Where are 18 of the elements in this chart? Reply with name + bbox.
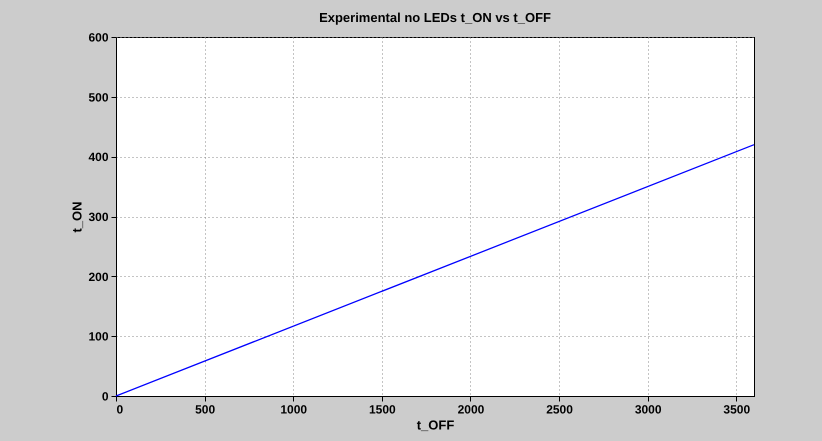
x-axis-title: t_OFF bbox=[416, 418, 454, 432]
x-tick-label: 3000 bbox=[634, 402, 662, 416]
x-tick-label: 2000 bbox=[458, 402, 485, 416]
y-tick-label: 100 bbox=[88, 330, 109, 344]
y-tick-label: 0 bbox=[102, 390, 109, 404]
y-axis-title: t_ON bbox=[69, 201, 84, 233]
chart-title: Experimental no LEDs t_ON vs t_OFF bbox=[319, 10, 551, 25]
y-tick-label: 300 bbox=[88, 210, 109, 224]
x-tick-label: 0 bbox=[116, 402, 124, 416]
x-tick-label: 1500 bbox=[368, 402, 396, 416]
y-tick-label: 500 bbox=[88, 90, 109, 104]
y-tick-label: 600 bbox=[88, 30, 109, 44]
x-tick-label: 3500 bbox=[723, 402, 750, 416]
x-tick-label: 2500 bbox=[546, 402, 574, 416]
y-tick-label: 200 bbox=[88, 270, 109, 284]
x-tick-label: 1000 bbox=[280, 402, 308, 416]
x-tick-label: 500 bbox=[195, 402, 216, 416]
y-tick-label: 400 bbox=[88, 150, 109, 164]
